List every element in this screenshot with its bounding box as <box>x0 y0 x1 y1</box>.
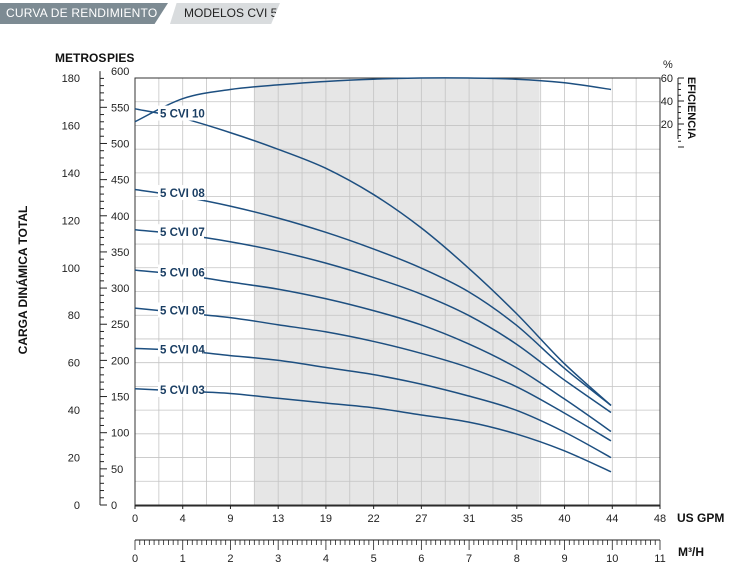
gpm-tick-label: 48 <box>654 513 666 525</box>
series-label: 5 CVI 10 <box>160 109 205 121</box>
gpm-axis-label: US GPM <box>677 511 724 525</box>
gpm-tick-label: 40 <box>558 513 570 525</box>
head-curve-5-cvi-10 <box>134 108 612 406</box>
series-label: 5 CVI 08 <box>160 188 205 200</box>
pies-tick-label: 450 <box>111 175 129 187</box>
pies-tick-label: 150 <box>111 392 129 404</box>
head-curve-5-cvi-03 <box>134 388 612 473</box>
metros-tick-label: 80 <box>68 310 80 322</box>
metros-tick-label: 0 <box>74 500 80 512</box>
metros-axis-label: METROS <box>55 51 106 65</box>
pies-tick-label: 500 <box>111 138 129 150</box>
m3h-tick-label: 7 <box>466 553 472 565</box>
m3h-tick-label: 1 <box>180 553 186 565</box>
pies-tick-label: 350 <box>111 247 129 259</box>
series-label-bg <box>158 105 204 121</box>
metros-tick-label: 160 <box>62 120 80 132</box>
efficiency-axis-title: EFICIENCIA <box>685 77 697 139</box>
pies-tick-label: 200 <box>111 355 129 367</box>
pies-axis-label: PIES <box>107 51 134 65</box>
pies-tick-label: 300 <box>111 283 129 295</box>
head-curve-5-cvi-07 <box>134 229 612 414</box>
pies-tick-label: 100 <box>111 428 129 440</box>
series-label-bg <box>158 185 204 201</box>
tab-modelos[interactable]: MODELOS CVI 5 <box>170 3 280 24</box>
efficiency-tick-label: 60 <box>661 73 673 85</box>
m3h-tick-label: 0 <box>132 553 138 565</box>
efficiency-tick-label: 20 <box>661 119 673 131</box>
head-curve-5-cvi-08 <box>134 188 612 406</box>
head-curve-5-cvi-05 <box>134 307 612 442</box>
gpm-tick-label: 4 <box>180 513 186 525</box>
m3h-tick-label: 9 <box>561 553 567 565</box>
m3h-tick-label: 2 <box>227 553 233 565</box>
gpm-tick-label: 0 <box>132 513 138 525</box>
gpm-tick-label: 22 <box>368 513 380 525</box>
gpm-tick-label: 31 <box>463 513 475 525</box>
series-label: 5 CVI 05 <box>160 305 205 317</box>
m3h-tick-label: 6 <box>418 553 424 565</box>
metros-tick-label: 40 <box>68 405 80 417</box>
gpm-tick-label: 9 <box>227 513 233 525</box>
gpm-tick-label: 35 <box>511 513 523 525</box>
y-axis-title: CARGA DINÁMICA TOTAL <box>15 206 30 355</box>
pies-tick-label: 400 <box>111 211 129 223</box>
head-curve-5-cvi-04 <box>134 347 612 459</box>
series-label-bg <box>158 224 204 240</box>
series-label-bg <box>158 381 204 397</box>
efficiency-tick-label: 40 <box>661 96 673 108</box>
pies-tick-label: 550 <box>111 102 129 114</box>
pies-tick-label: 250 <box>111 319 129 331</box>
gpm-tick-label: 27 <box>415 513 427 525</box>
efficiency-curve <box>134 77 612 123</box>
metros-tick-label: 140 <box>62 168 80 180</box>
m3h-tick-label: 5 <box>371 553 377 565</box>
m3h-axis-label: M³/H <box>678 545 704 559</box>
m3h-tick-label: 4 <box>323 553 329 565</box>
tab-modelos-label: MODELOS CVI 5 <box>184 6 278 20</box>
metros-tick-label: 180 <box>62 73 80 85</box>
efficiency-percent-label: % <box>663 59 673 71</box>
m3h-tick-label: 3 <box>275 553 281 565</box>
gpm-tick-label: 13 <box>272 513 284 525</box>
pies-tick-label: 600 <box>111 66 129 78</box>
series-label: 5 CVI 07 <box>160 227 205 239</box>
series-label: 5 CVI 06 <box>160 268 205 280</box>
m3h-tick-label: 10 <box>606 553 618 565</box>
tab-curva-rendimiento[interactable]: CURVA DE RENDIMIENTO <box>0 3 168 24</box>
metros-tick-label: 60 <box>68 358 80 370</box>
series-label-bg <box>158 341 204 357</box>
gpm-tick-label: 19 <box>320 513 332 525</box>
metros-tick-label: 20 <box>68 453 80 465</box>
pies-tick-label: 50 <box>111 464 123 476</box>
metros-tick-label: 120 <box>62 215 80 227</box>
series-label: 5 CVI 03 <box>160 385 205 397</box>
pies-tick-label: 0 <box>111 500 117 512</box>
tab-curva-label: CURVA DE RENDIMIENTO <box>6 6 158 20</box>
gpm-tick-label: 44 <box>606 513 618 525</box>
head-curve-5-cvi-06 <box>134 269 612 433</box>
metros-tick-label: 100 <box>62 263 80 275</box>
m3h-tick-label: 8 <box>514 553 520 565</box>
series-label: 5 CVI 04 <box>160 345 205 357</box>
m3h-tick-label: 11 <box>654 553 665 565</box>
series-label-bg <box>158 264 204 280</box>
series-label-bg <box>158 302 204 318</box>
